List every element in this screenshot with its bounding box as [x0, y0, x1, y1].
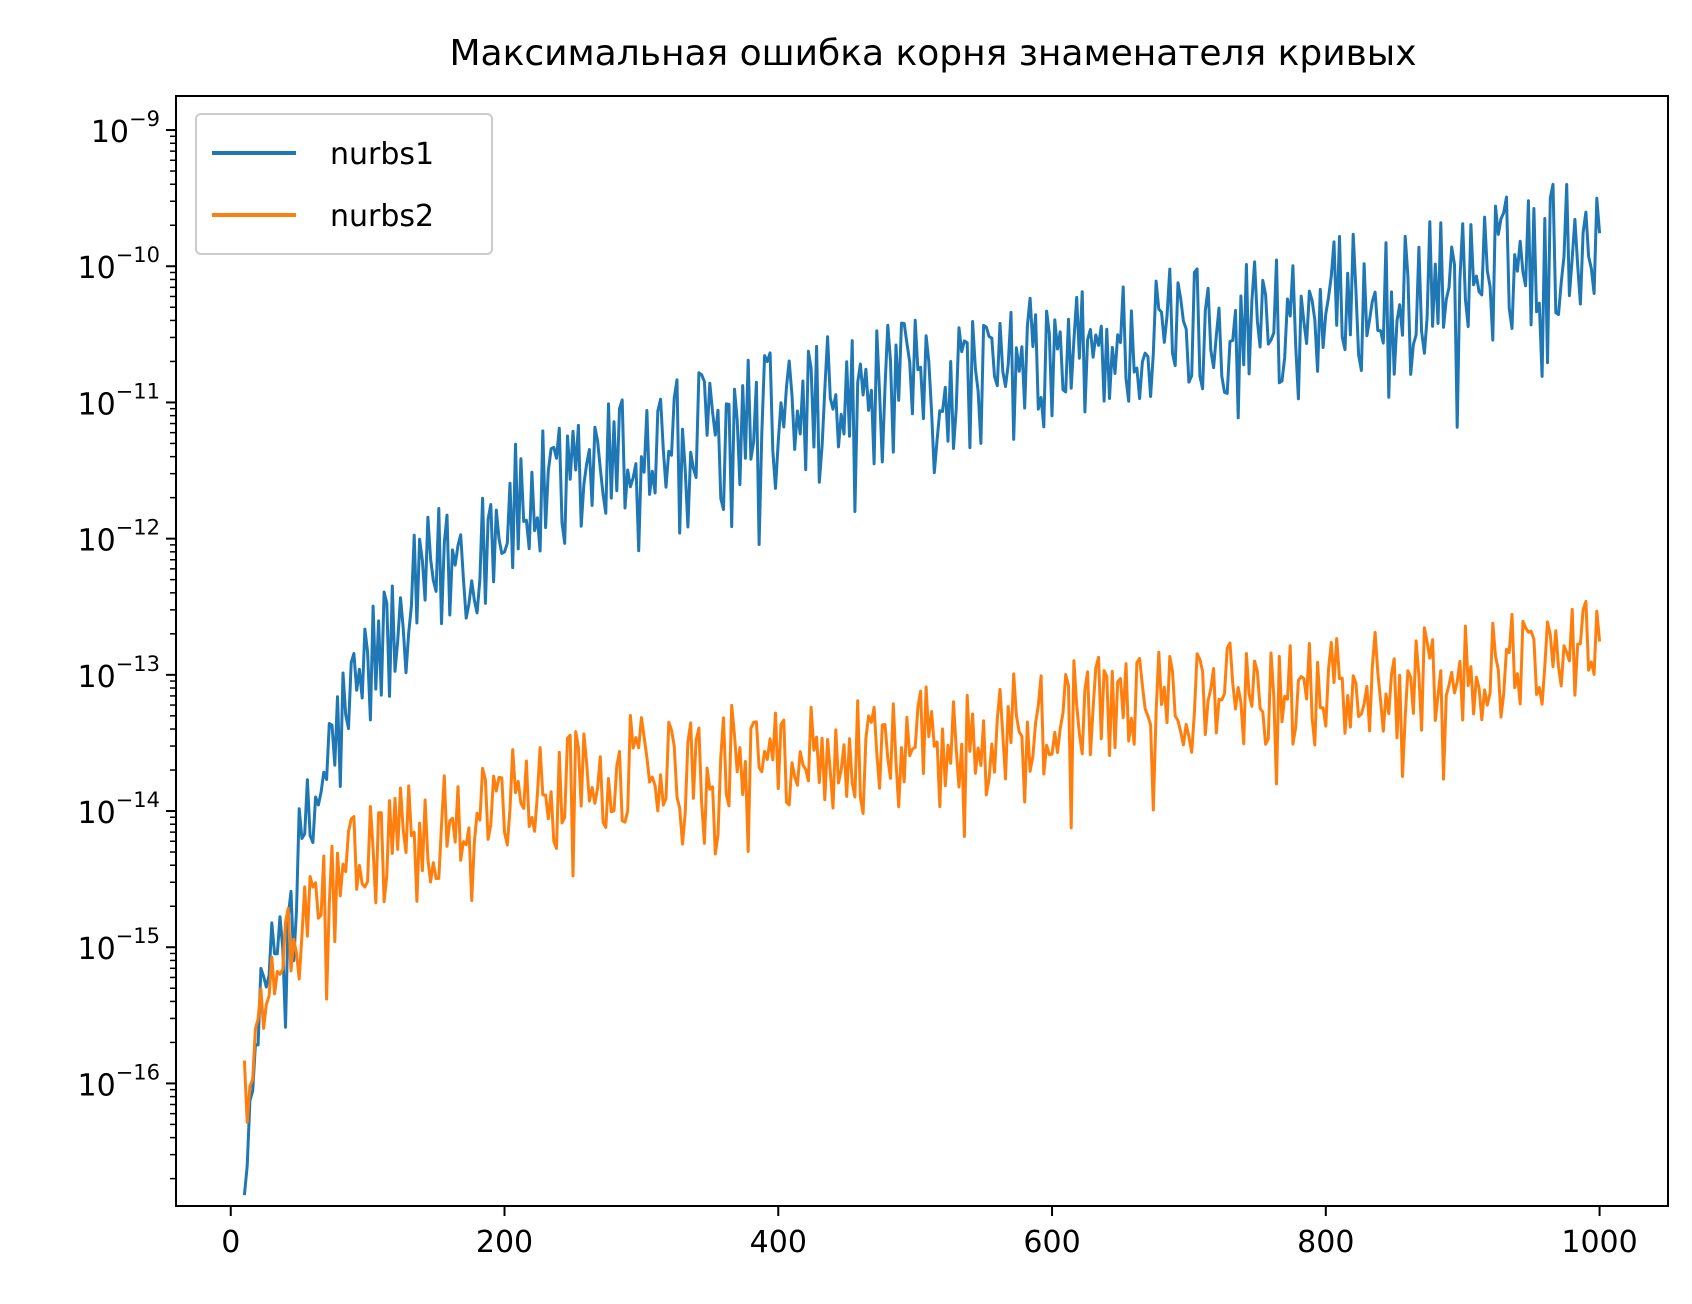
- x-tick-label: 200: [476, 1225, 533, 1260]
- y-tick-label: 10−11: [77, 379, 160, 422]
- legend-label: nurbs2: [330, 199, 434, 234]
- legend: nurbs1 nurbs2: [195, 113, 493, 255]
- axes-frame: [175, 95, 1669, 1207]
- x-tick-label: 600: [1023, 1225, 1080, 1260]
- y-tick-label: 10−12: [77, 516, 160, 559]
- y-tick-label: 10−10: [77, 243, 160, 286]
- x-tick-label: 0: [221, 1225, 240, 1260]
- y-tick-label: 10−15: [77, 924, 160, 967]
- series-layer: [242, 182, 1602, 1196]
- series-line-nurbs2: [242, 599, 1602, 1124]
- y-tick-label: 10−14: [77, 788, 160, 831]
- y-tick-label: 10−9: [91, 107, 160, 150]
- x-tick-label: 1000: [1561, 1225, 1637, 1260]
- x-tick-label: 800: [1297, 1225, 1354, 1260]
- x-axis: 0 200 400 600 800 1000: [221, 1206, 1638, 1260]
- y-tick-label: 10−16: [77, 1060, 160, 1103]
- legend-label: nurbs1: [330, 137, 434, 172]
- y-tick-label: 10−13: [77, 652, 160, 695]
- legend-box: [195, 113, 493, 255]
- x-tick-label: 400: [750, 1225, 807, 1260]
- y-axis: 10−16 10−15 10−14 10−13 10−12 10−11 10−10 10−9: [77, 107, 176, 1180]
- chart-title: Максимальная ошибка корня знаменателя кр…: [449, 33, 1416, 74]
- series-line-nurbs1: [242, 182, 1602, 1196]
